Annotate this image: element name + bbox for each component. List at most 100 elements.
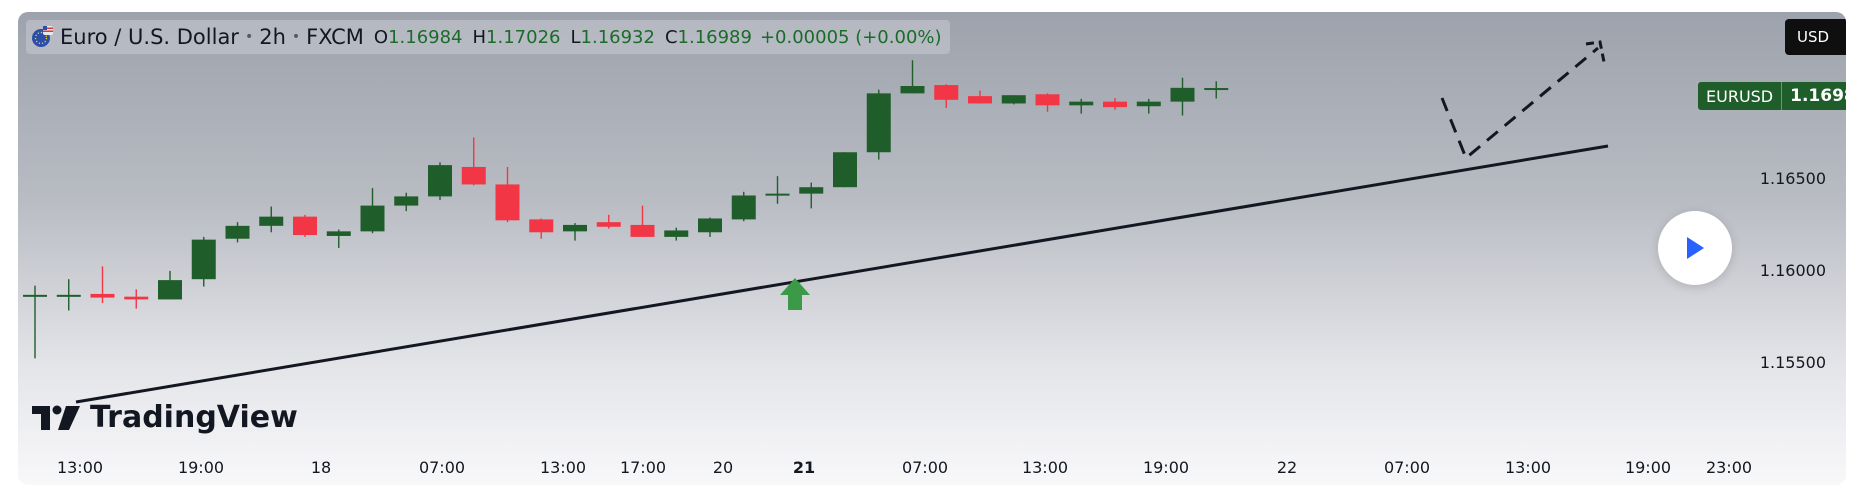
candle[interactable] [630, 205, 655, 237]
candle-body [428, 165, 452, 197]
candle-body [900, 86, 925, 94]
x-tick-label: 18 [311, 458, 331, 477]
candle[interactable] [1103, 97, 1127, 110]
candle-body [765, 193, 790, 196]
candle-body [563, 224, 587, 232]
candle[interactable] [1170, 77, 1195, 116]
candle[interactable] [1204, 81, 1229, 99]
candle[interactable] [765, 176, 790, 204]
candle-body [630, 224, 655, 237]
high-key: H [472, 26, 487, 48]
candle[interactable] [394, 192, 419, 212]
candle[interactable] [833, 152, 857, 188]
candle[interactable] [495, 166, 520, 223]
logo-text: TradingView [90, 400, 298, 435]
candle[interactable] [158, 270, 182, 300]
x-tick-label: 17:00 [620, 458, 666, 477]
symbol-legend[interactable]: Euro / U.S. Dollar • 2h • FXCM O 1.16984… [26, 20, 950, 54]
candle-body [529, 219, 554, 233]
candle-body [934, 85, 959, 100]
candle[interactable] [461, 137, 486, 186]
candle[interactable] [23, 285, 47, 359]
candle[interactable] [968, 90, 992, 104]
chart-frame: 1.16500 1.16000 1.15500 13:00 19:00 18 07:00 1… [18, 12, 1846, 485]
y-tick-label: 1.16000 [1760, 261, 1826, 280]
candle[interactable] [124, 289, 149, 309]
candle-body [56, 294, 81, 297]
x-tick-label: 23:00 [1706, 458, 1752, 477]
candle[interactable] [428, 162, 452, 201]
candle[interactable] [799, 182, 824, 209]
candle-body [1035, 94, 1060, 106]
candle[interactable] [900, 60, 925, 94]
candle[interactable] [225, 222, 250, 243]
candle[interactable] [563, 223, 587, 241]
candle[interactable] [1001, 95, 1026, 105]
candle[interactable] [698, 217, 722, 237]
candle-body [596, 222, 621, 227]
candle[interactable] [596, 214, 621, 229]
x-tick-label: 21 [793, 458, 815, 477]
candle-body [799, 187, 824, 194]
tradingview-logo[interactable]: TradingView [30, 400, 298, 435]
candle[interactable] [529, 218, 554, 239]
x-tick-label: 19:00 [1143, 458, 1189, 477]
candle-body [461, 166, 486, 185]
candle-body [326, 231, 351, 236]
candle-body [1001, 95, 1026, 104]
x-tick-label: 07:00 [1384, 458, 1430, 477]
close-value: 1.16989 [677, 26, 752, 48]
candle-body [23, 294, 47, 297]
candle-body [1069, 101, 1094, 106]
candle[interactable] [259, 206, 284, 233]
trendline[interactable] [75, 144, 1609, 404]
candle-body [90, 293, 115, 298]
play-icon [1687, 237, 1704, 259]
candle[interactable] [664, 227, 689, 241]
candle[interactable] [56, 279, 81, 311]
candle[interactable] [326, 229, 351, 248]
high-value: 1.17026 [486, 26, 561, 48]
x-tick-label: 07:00 [902, 458, 948, 477]
play-button[interactable] [1658, 211, 1732, 285]
x-tick-label: 13:00 [57, 458, 103, 477]
y-tick-label: 1.16500 [1760, 169, 1826, 188]
candle[interactable] [1069, 98, 1094, 114]
x-tick-label: 13:00 [1022, 458, 1068, 477]
candle-body [360, 205, 385, 232]
candle-body [1136, 101, 1161, 107]
x-tick-label: 19:00 [178, 458, 224, 477]
candle-body [394, 196, 419, 206]
candle-body [968, 96, 992, 104]
candle-body [158, 280, 182, 300]
currency-button[interactable]: USD [1785, 19, 1846, 55]
x-tick-label: 20 [713, 458, 733, 477]
candle[interactable] [731, 191, 756, 222]
x-tick-label: 13:00 [1505, 458, 1551, 477]
chart-canvas[interactable]: 1.16500 1.16000 1.15500 13:00 19:00 18 07:00 1… [18, 12, 1846, 485]
candle-body [124, 296, 149, 300]
buy-arrow-icon[interactable] [780, 278, 810, 310]
projection-arrowhead [1585, 40, 1606, 63]
projection-path[interactable] [1440, 46, 1599, 161]
symbol-name: Euro / U.S. Dollar [60, 25, 239, 49]
candle[interactable] [1035, 93, 1060, 112]
separator-dot: • [244, 29, 254, 45]
candle[interactable] [90, 266, 115, 304]
candle[interactable] [1136, 98, 1161, 114]
candle-body [1103, 101, 1127, 108]
candle-body [731, 195, 756, 220]
candle[interactable] [866, 89, 891, 160]
low-value: 1.16932 [580, 26, 655, 48]
candle[interactable] [293, 214, 317, 237]
x-tick-label: 13:00 [540, 458, 586, 477]
price-tag-symbol: EURUSD [1698, 82, 1783, 110]
price-tag-value: 1.16989 [1790, 86, 1846, 106]
candle[interactable] [934, 84, 959, 109]
y-tick-label: 1.15500 [1760, 353, 1826, 372]
candle[interactable] [360, 188, 385, 234]
candle-body [698, 218, 722, 233]
candle-body [225, 225, 250, 239]
exchange-label: FXCM [306, 25, 364, 49]
candle[interactable] [191, 236, 216, 287]
